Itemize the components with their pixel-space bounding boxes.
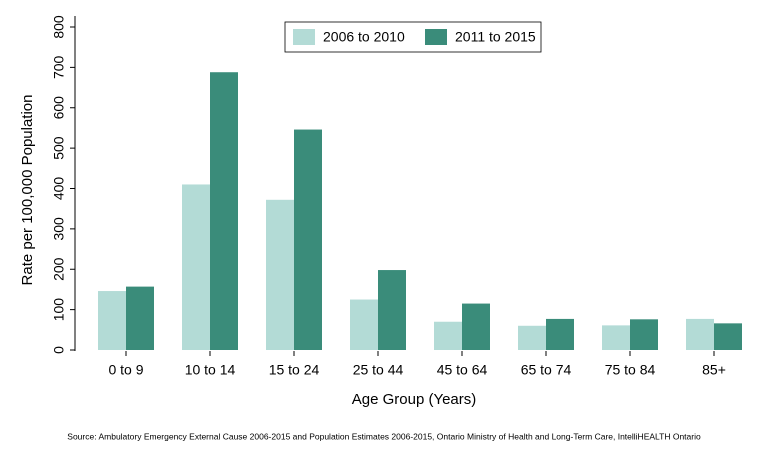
x-axis-label: Age Group (Years) (352, 391, 477, 408)
legend-box (284, 21, 542, 53)
bar (714, 323, 742, 350)
x-tick-label: 25 to 44 (353, 362, 404, 378)
y-tick-label: 300 (51, 217, 67, 241)
bar (98, 291, 126, 350)
bar (518, 325, 546, 350)
bar (126, 286, 154, 350)
bar (602, 325, 630, 350)
y-tick-label: 800 (51, 15, 67, 39)
y-tick-label: 600 (51, 96, 67, 120)
bar (630, 319, 658, 350)
legend-label: 2006 to 2010 (323, 29, 405, 45)
y-tick-label: 100 (51, 298, 67, 322)
y-tick-label: 200 (51, 257, 67, 281)
x-tick-label: 10 to 14 (185, 362, 236, 378)
x-tick-label: 85+ (702, 362, 726, 378)
x-tick-label: 75 to 84 (605, 362, 656, 378)
bar (294, 129, 322, 350)
bar (378, 270, 406, 350)
legend-swatch (425, 29, 447, 45)
y-tick-label: 400 (51, 177, 67, 201)
bar (434, 321, 462, 350)
x-tick-label: 0 to 9 (108, 362, 143, 378)
bar (182, 184, 210, 350)
bar (462, 303, 490, 350)
x-tick-label: 65 to 74 (521, 362, 572, 378)
bar (210, 72, 238, 350)
y-axis-label: Rate per 100,000 Population (19, 95, 36, 286)
y-tick-label: 0 (51, 346, 67, 354)
x-tick-label: 45 to 64 (437, 362, 488, 378)
source-note: Source: Ambulatory Emergency External Ca… (67, 431, 701, 441)
legend-swatch (293, 29, 315, 45)
bar (546, 318, 574, 350)
y-tick-label: 500 (51, 136, 67, 160)
bar (686, 318, 714, 350)
bar (350, 299, 378, 350)
x-tick-label: 15 to 24 (269, 362, 320, 378)
legend-label: 2011 to 2015 (455, 29, 536, 45)
y-tick-label: 700 (51, 55, 67, 79)
bar (266, 199, 294, 350)
